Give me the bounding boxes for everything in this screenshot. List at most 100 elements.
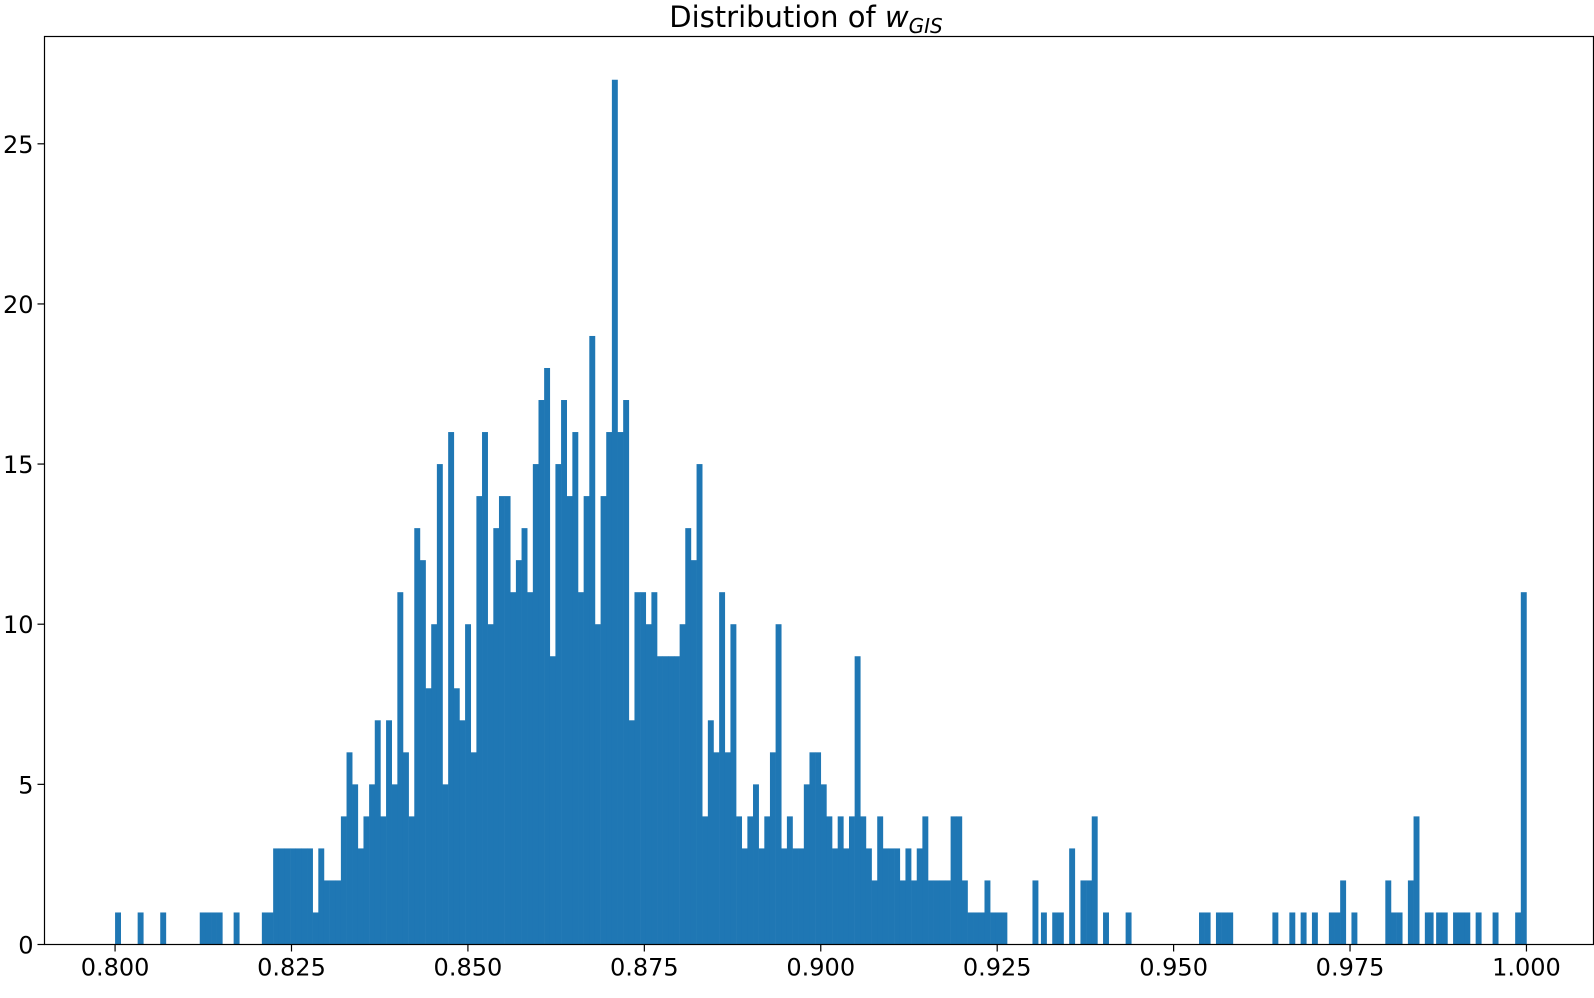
x-tick-label: 1.000 (1492, 954, 1561, 982)
x-axis: 0.800 0.825 0.850 0.875 0.900 0.925 0.950 0.975… (81, 944, 1561, 982)
histogram-bar (425, 688, 432, 945)
histogram-bar (967, 912, 974, 945)
histogram-bar (803, 784, 810, 945)
histogram-bar (1351, 912, 1358, 945)
histogram-bar (578, 592, 584, 945)
histogram-bar (1125, 912, 1132, 945)
histogram-bar (1221, 912, 1228, 945)
histogram-bar (1453, 912, 1459, 945)
histogram-bar (408, 816, 415, 945)
histogram-bars (115, 79, 1527, 945)
histogram-bar (820, 784, 827, 945)
histogram-bar (933, 880, 940, 945)
histogram-bar (685, 528, 692, 945)
histogram-bar (1057, 912, 1064, 945)
histogram-bar (549, 656, 556, 945)
histogram-bar (498, 496, 505, 945)
histogram-bar (555, 464, 562, 945)
histogram-bar (1427, 912, 1434, 945)
histogram-bar (1300, 912, 1307, 945)
histogram-bar (713, 752, 720, 945)
histogram-bar (521, 528, 528, 945)
histogram-bar (1032, 880, 1039, 945)
x-tick-label: 0.900 (786, 954, 855, 982)
histogram-bar (600, 496, 607, 945)
histogram-bar (1340, 880, 1347, 945)
histogram-bar (815, 752, 822, 945)
histogram-bar (1464, 912, 1471, 945)
histogram-bar (374, 720, 381, 945)
histogram-bar (1091, 816, 1098, 945)
histogram-bar (1069, 848, 1076, 945)
histogram-bar (261, 912, 268, 945)
histogram-bar (233, 912, 240, 945)
histogram-bar (137, 912, 144, 945)
histogram-bar (894, 848, 901, 945)
histogram-bar (1436, 912, 1443, 945)
histogram-bar (922, 816, 929, 945)
histogram-bar (1272, 912, 1279, 945)
histogram-bar (589, 335, 596, 945)
histogram-bar (335, 880, 342, 945)
histogram-bar (363, 816, 370, 945)
histogram-bar (736, 816, 743, 945)
histogram-bar (634, 592, 641, 945)
histogram-bar (798, 848, 805, 945)
histogram-bar (295, 848, 302, 945)
histogram-bar (453, 688, 460, 945)
y-tick-label: 5 (18, 771, 33, 799)
histogram-bar (837, 816, 844, 945)
histogram-bar (1001, 912, 1008, 945)
y-tick-label: 15 (3, 451, 34, 479)
histogram-bar (1385, 880, 1392, 945)
histogram-bar (278, 848, 285, 945)
histogram-bar (211, 912, 217, 945)
histogram-bar (956, 816, 963, 945)
histogram-bar (888, 848, 895, 945)
histogram-bar (307, 848, 313, 945)
histogram-bar (431, 624, 438, 945)
histogram-bar (764, 816, 771, 945)
chart-title-symbol: w (885, 0, 909, 34)
histogram-bar (318, 848, 325, 945)
histogram-bar (973, 912, 980, 945)
histogram-bar (470, 752, 477, 945)
histogram-bar (911, 880, 918, 945)
histogram-bar (651, 592, 658, 945)
histogram-bar (487, 624, 494, 945)
histogram-bar (995, 912, 1002, 945)
histogram-bar (1390, 912, 1397, 945)
histogram-bar (882, 848, 889, 945)
y-tick-label: 10 (3, 611, 34, 639)
histogram-bar (532, 464, 539, 945)
histogram-bar (1413, 816, 1420, 945)
histogram-bar (1334, 912, 1341, 945)
histogram-bar (690, 560, 697, 945)
histogram-bar (1086, 880, 1093, 945)
y-tick-label: 25 (3, 131, 34, 159)
histogram-bar (707, 720, 714, 945)
histogram-bar (990, 912, 997, 945)
histogram-bar (1215, 912, 1222, 945)
histogram-bar (944, 880, 951, 945)
histogram-bar (730, 624, 737, 945)
histogram-bar (939, 880, 946, 945)
histogram-bar (419, 560, 426, 945)
histogram-bar (329, 880, 336, 945)
histogram-bar (1227, 912, 1234, 945)
chart-title: Distribution of wGIS (669, 0, 943, 38)
histogram-bar (871, 880, 878, 945)
histogram-bar (1204, 912, 1211, 945)
histogram-bar (1396, 912, 1403, 945)
chart-title-text: Distribution of (669, 0, 885, 34)
histogram-bar (346, 752, 353, 945)
histogram-bar (781, 848, 788, 945)
histogram-bar (459, 720, 466, 945)
histogram-bar (1103, 912, 1109, 945)
histogram-bar (696, 464, 703, 945)
histogram-bar (515, 560, 522, 945)
histogram-bar (961, 880, 968, 945)
histogram-bar (928, 880, 934, 945)
x-tick-label: 0.975 (1316, 954, 1385, 982)
